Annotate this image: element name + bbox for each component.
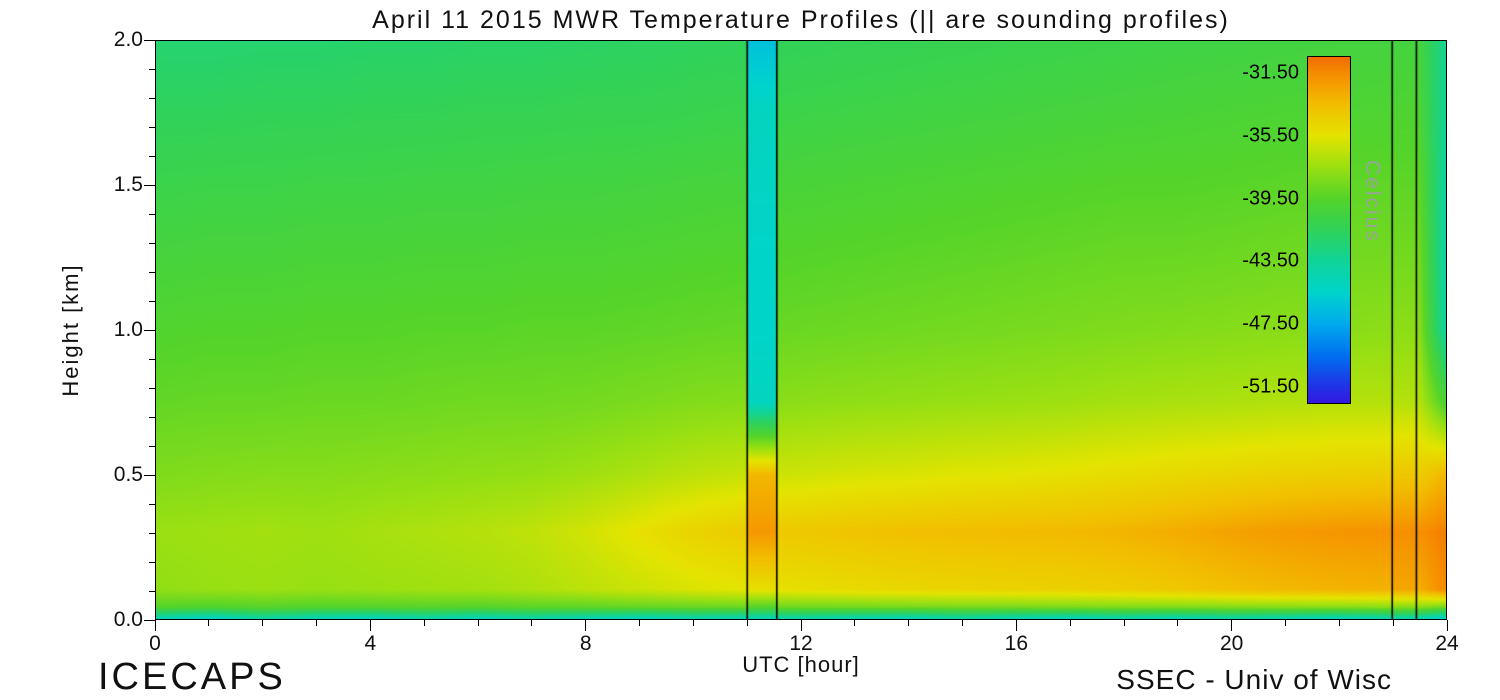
chart-title: April 11 2015 MWR Temperature Profiles (… <box>372 6 1230 34</box>
x-tick-mark <box>1015 620 1017 631</box>
colorbar-title: Celcius <box>1361 160 1384 243</box>
x-tick-mark <box>639 620 640 626</box>
colorbar-tick-label: -47.50 <box>1242 312 1299 335</box>
y-tick-mark <box>144 184 155 186</box>
colorbar-tick-label: -31.50 <box>1242 61 1299 84</box>
x-tick-mark <box>908 620 910 626</box>
x-tick-mark <box>1069 620 1071 626</box>
x-tick-mark <box>962 620 963 626</box>
y-tick-mark <box>144 39 155 41</box>
x-tick-mark <box>800 620 802 631</box>
x-tick-mark <box>1446 620 1448 631</box>
x-tick-mark <box>1392 620 1394 626</box>
colorbar-tick-label: -39.50 <box>1242 187 1299 210</box>
y-tick-mark <box>144 474 155 476</box>
x-tick-mark <box>154 620 156 631</box>
y-tick-label: 0.0 <box>113 608 143 631</box>
y-tick-label: 2.0 <box>113 28 143 51</box>
project-label: ICECAPS <box>98 656 286 698</box>
y-tick-mark <box>144 329 155 331</box>
x-tick-mark <box>1177 620 1179 626</box>
y-tick-mark <box>144 619 155 621</box>
heatmap-canvas <box>156 41 1446 619</box>
x-tick-mark <box>746 620 748 626</box>
x-tick-mark <box>1123 620 1125 626</box>
x-axis-title: UTC [hour] <box>742 652 860 677</box>
x-tick-mark <box>692 620 694 626</box>
y-tick-label: 1.5 <box>113 173 143 196</box>
x-tick-mark <box>262 620 264 626</box>
y-tick-label: 1.0 <box>113 318 143 341</box>
x-tick-mark <box>585 620 587 631</box>
x-tick-mark <box>1231 620 1233 631</box>
colorbar-tick-label: -43.50 <box>1242 249 1299 272</box>
x-tick-mark <box>1285 620 1286 626</box>
x-tick-mark <box>531 620 533 626</box>
x-tick-mark <box>477 620 479 626</box>
x-tick-mark <box>423 620 425 626</box>
x-tick-mark <box>208 620 210 626</box>
x-tick-mark <box>316 620 317 626</box>
y-axis-title: Height [km] <box>58 263 83 397</box>
colorbar-canvas <box>1308 57 1350 403</box>
colorbar <box>1307 56 1351 404</box>
colorbar-tick-label: -35.50 <box>1242 124 1299 147</box>
x-tick-mark <box>1338 620 1340 626</box>
institution-label: SSEC - Univ of Wisc <box>1116 664 1392 695</box>
x-tick-mark <box>369 620 371 631</box>
x-tick-mark <box>854 620 856 626</box>
plot-area <box>155 40 1447 620</box>
y-tick-label: 0.5 <box>113 463 143 486</box>
colorbar-tick-label: -51.50 <box>1242 375 1299 398</box>
